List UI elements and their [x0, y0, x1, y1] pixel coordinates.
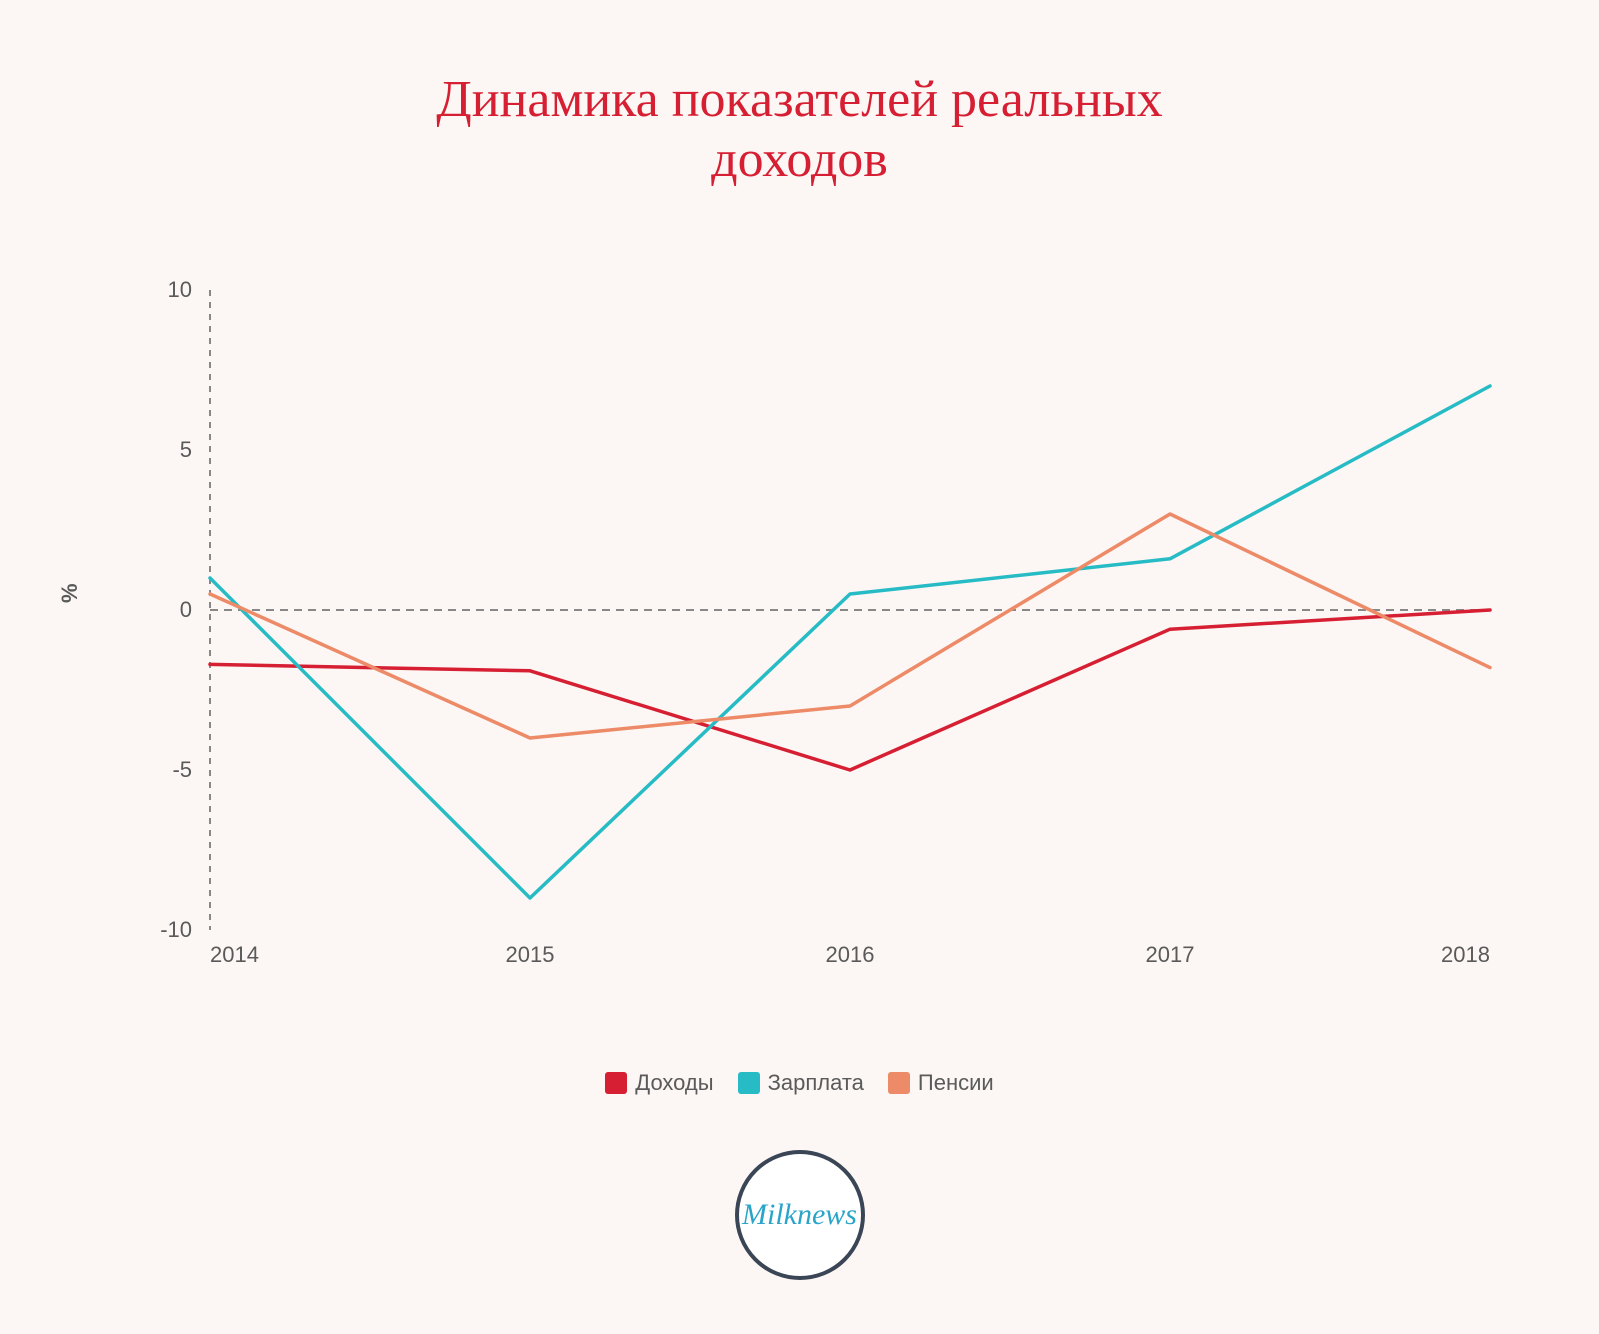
x-tick-label: 2017	[1146, 942, 1195, 967]
legend-swatch	[738, 1072, 760, 1094]
legend-swatch	[888, 1072, 910, 1094]
series-line	[210, 386, 1490, 898]
y-tick-label: -10	[160, 917, 192, 942]
legend-label: Доходы	[635, 1070, 713, 1096]
legend-label: Зарплата	[768, 1070, 864, 1096]
legend-label: Пенсии	[918, 1070, 994, 1096]
legend-item: Доходы	[605, 1070, 713, 1096]
legend-item: Пенсии	[888, 1070, 994, 1096]
y-axis-label: %	[57, 583, 83, 603]
y-tick-label: 10	[168, 280, 192, 302]
x-tick-label: 2016	[826, 942, 875, 967]
line-chart-svg: -10 -5 0 5 10 2014 2015 2016 2017 2018	[120, 280, 1500, 980]
x-tick-label: 2015	[506, 942, 555, 967]
title-line-2: доходов	[711, 131, 888, 188]
y-tick-label: 0	[180, 597, 192, 622]
logo-text: Milknews	[742, 1198, 857, 1232]
x-tick-label: 2018	[1441, 942, 1490, 967]
legend-item: Зарплата	[738, 1070, 864, 1096]
y-tick-label: 5	[180, 437, 192, 462]
series-line	[210, 514, 1490, 738]
logo-badge: Milknews	[735, 1150, 865, 1280]
x-tick-label: 2014	[210, 942, 259, 967]
legend-swatch	[605, 1072, 627, 1094]
series-line	[210, 610, 1490, 770]
y-tick-label: -5	[172, 757, 192, 782]
title-line-1: Динамика показателей реальных	[436, 71, 1163, 128]
chart-area: -10 -5 0 5 10 2014 2015 2016 2017 2018	[120, 280, 1500, 980]
chart-legend: Доходы Зарплата Пенсии	[0, 1070, 1599, 1096]
chart-title: Динамика показателей реальных доходов	[0, 0, 1599, 190]
